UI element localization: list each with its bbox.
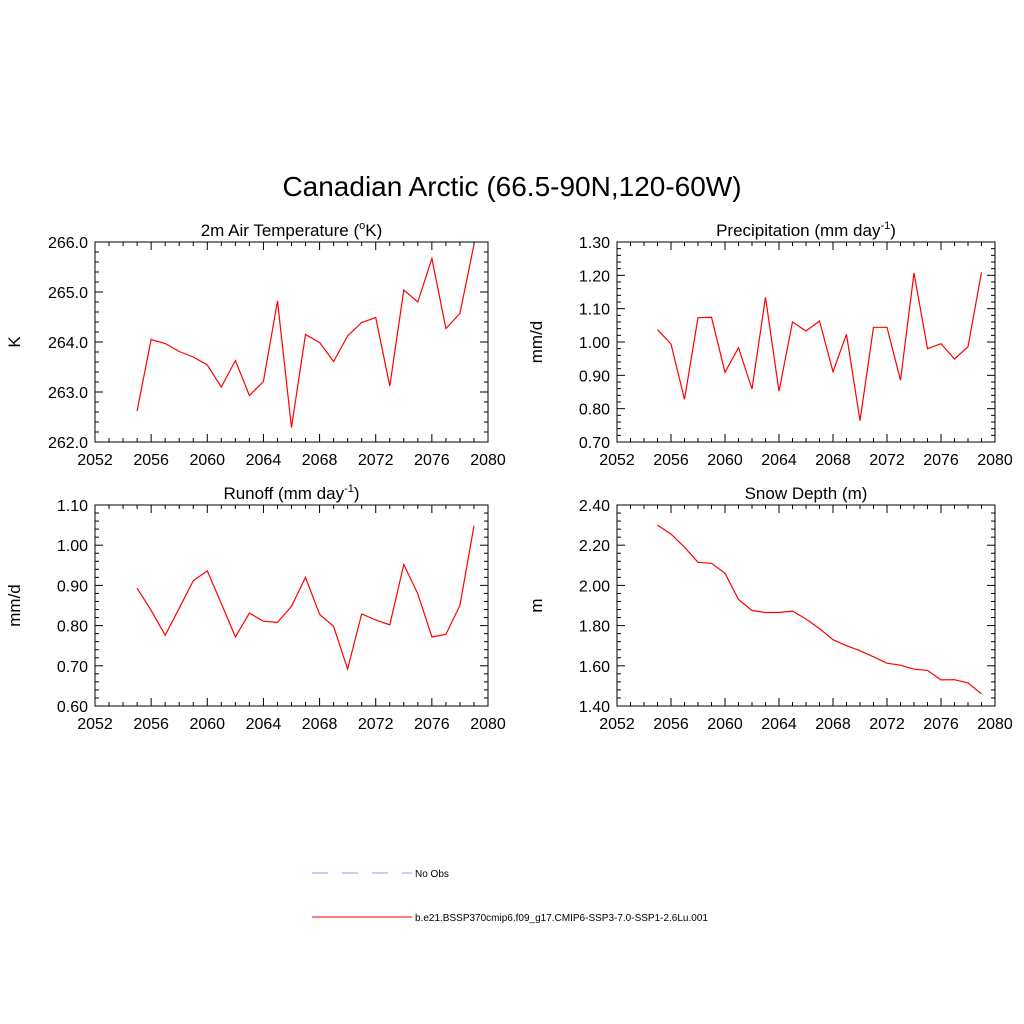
panel-title-superscript: o [359,220,365,232]
y-tick-label: 1.30 [579,235,610,252]
panel-title-text: Runoff (mm day [223,484,344,503]
y-tick-label: 1.20 [579,268,610,285]
y-tick-label: 2.00 [579,578,610,595]
plot-frame [616,504,996,707]
x-tick-label: 2076 [414,716,450,733]
x-tick-label: 2068 [302,452,338,469]
y-tick-label: 1.80 [579,619,610,636]
y-tick-label: 0.80 [57,619,88,636]
y-tick-label: 0.80 [579,402,610,419]
x-tick-label: 2056 [133,452,169,469]
x-tick-label: 2072 [869,716,905,733]
y-axis-label: mm/d [5,584,24,627]
x-tick-label: 2076 [414,452,450,469]
x-tick-label: 2052 [77,452,113,469]
series-line [657,272,983,421]
x-tick-label: 2064 [761,452,797,469]
series-line [136,244,475,428]
y-tick-label: 0.70 [57,659,88,676]
y-tick-label: 1.40 [579,699,610,716]
panel-title-text: Precipitation (mm day [716,221,881,240]
y-tick-label: 1.00 [579,335,610,352]
x-tick-label: 2060 [189,716,225,733]
x-tick-label: 2064 [246,716,282,733]
x-tick-label: 2052 [77,716,113,733]
panel-title: Runoff (mm day-1) [223,483,359,503]
chart-panel: 2052 2056 2060 2064 2068 2072 2076 2080 0.60 0.70… [5,483,506,733]
x-tick-label: 2072 [869,452,905,469]
y-tick-label: 1.10 [579,302,610,319]
panel-title-end: ) [890,221,896,240]
x-tick-label: 2064 [246,452,282,469]
panel-title: Precipitation (mm day-1) [716,220,896,240]
panel-title: 2m Air Temperature (oK) [201,220,383,240]
y-axis-label: K [5,336,24,348]
x-tick-label: 2056 [653,716,689,733]
x-tick-label: 2068 [815,716,851,733]
x-tick-label: 2064 [761,716,797,733]
x-tick-label: 2072 [358,452,394,469]
x-tick-label: 2076 [923,452,959,469]
chart-panel: 2052 2056 2060 2064 2068 2072 2076 2080 0.70 0.80… [527,220,1013,469]
panel-title-end: K) [365,221,382,240]
x-tick-label: 2056 [653,452,689,469]
x-tick-label: 2080 [470,452,506,469]
y-tick-label: 262.0 [48,435,88,452]
panel-title-text: 2m Air Temperature ( [201,221,360,240]
legend-label: No Obs [415,869,449,880]
chart-panel: 2052 2056 2060 2064 2068 2072 2076 2080 262.0 263… [5,220,506,469]
y-tick-label: 0.90 [57,578,88,595]
series-line [657,524,982,695]
y-tick-label: 264.0 [48,335,88,352]
x-tick-label: 2080 [470,716,506,733]
x-tick-label: 2060 [707,452,743,469]
series-line [136,525,475,672]
y-tick-label: 0.60 [57,699,88,716]
panel-title-text: Snow Depth (m) [745,484,868,503]
legend-label: b.e21.BSSP370cmip6.f09_g17.CMIP6-SSP3-7.… [415,913,708,924]
x-tick-label: 2076 [923,716,959,733]
x-tick-label: 2060 [707,716,743,733]
panel-title-superscript: -1 [344,483,354,495]
x-tick-label: 2072 [358,716,394,733]
panel-title: Snow Depth (m) [745,484,868,503]
panel-title-superscript: -1 [880,220,890,232]
x-tick-label: 2060 [189,452,225,469]
y-tick-label: 265.0 [48,285,88,302]
y-tick-label: 266.0 [48,235,88,252]
plot-frame [616,241,996,443]
x-tick-label: 2080 [977,716,1013,733]
chart-panel: 2052 2056 2060 2064 2068 2072 2076 2080 1.40 1.60… [527,484,1013,733]
y-tick-label: 0.90 [579,368,610,385]
panels: 2052 2056 2060 2064 2068 2072 2076 2080 262.0 263… [5,220,1013,733]
y-tick-label: 0.70 [579,435,610,452]
y-tick-label: 1.10 [57,498,88,515]
plot-frame [94,241,489,443]
y-tick-label: 1.00 [57,538,88,555]
x-tick-label: 2068 [815,452,851,469]
panel-title-end: ) [354,484,360,503]
y-tick-label: 2.20 [579,538,610,555]
x-tick-label: 2052 [599,452,635,469]
x-tick-label: 2080 [977,452,1013,469]
y-tick-label: 1.60 [579,659,610,676]
x-tick-label: 2068 [302,716,338,733]
y-axis-label: mm/d [527,321,546,364]
legend: No Obs b.e21.BSSP370cmip6.f09_g17.CMIP6-S… [312,869,708,924]
y-axis-label: m [527,598,546,612]
x-tick-label: 2056 [133,716,169,733]
y-tick-label: 2.40 [579,498,610,515]
y-tick-label: 263.0 [48,385,88,402]
figure-title: Canadian Arctic (66.5-90N,120-60W) [282,171,741,202]
x-tick-label: 2052 [599,716,635,733]
